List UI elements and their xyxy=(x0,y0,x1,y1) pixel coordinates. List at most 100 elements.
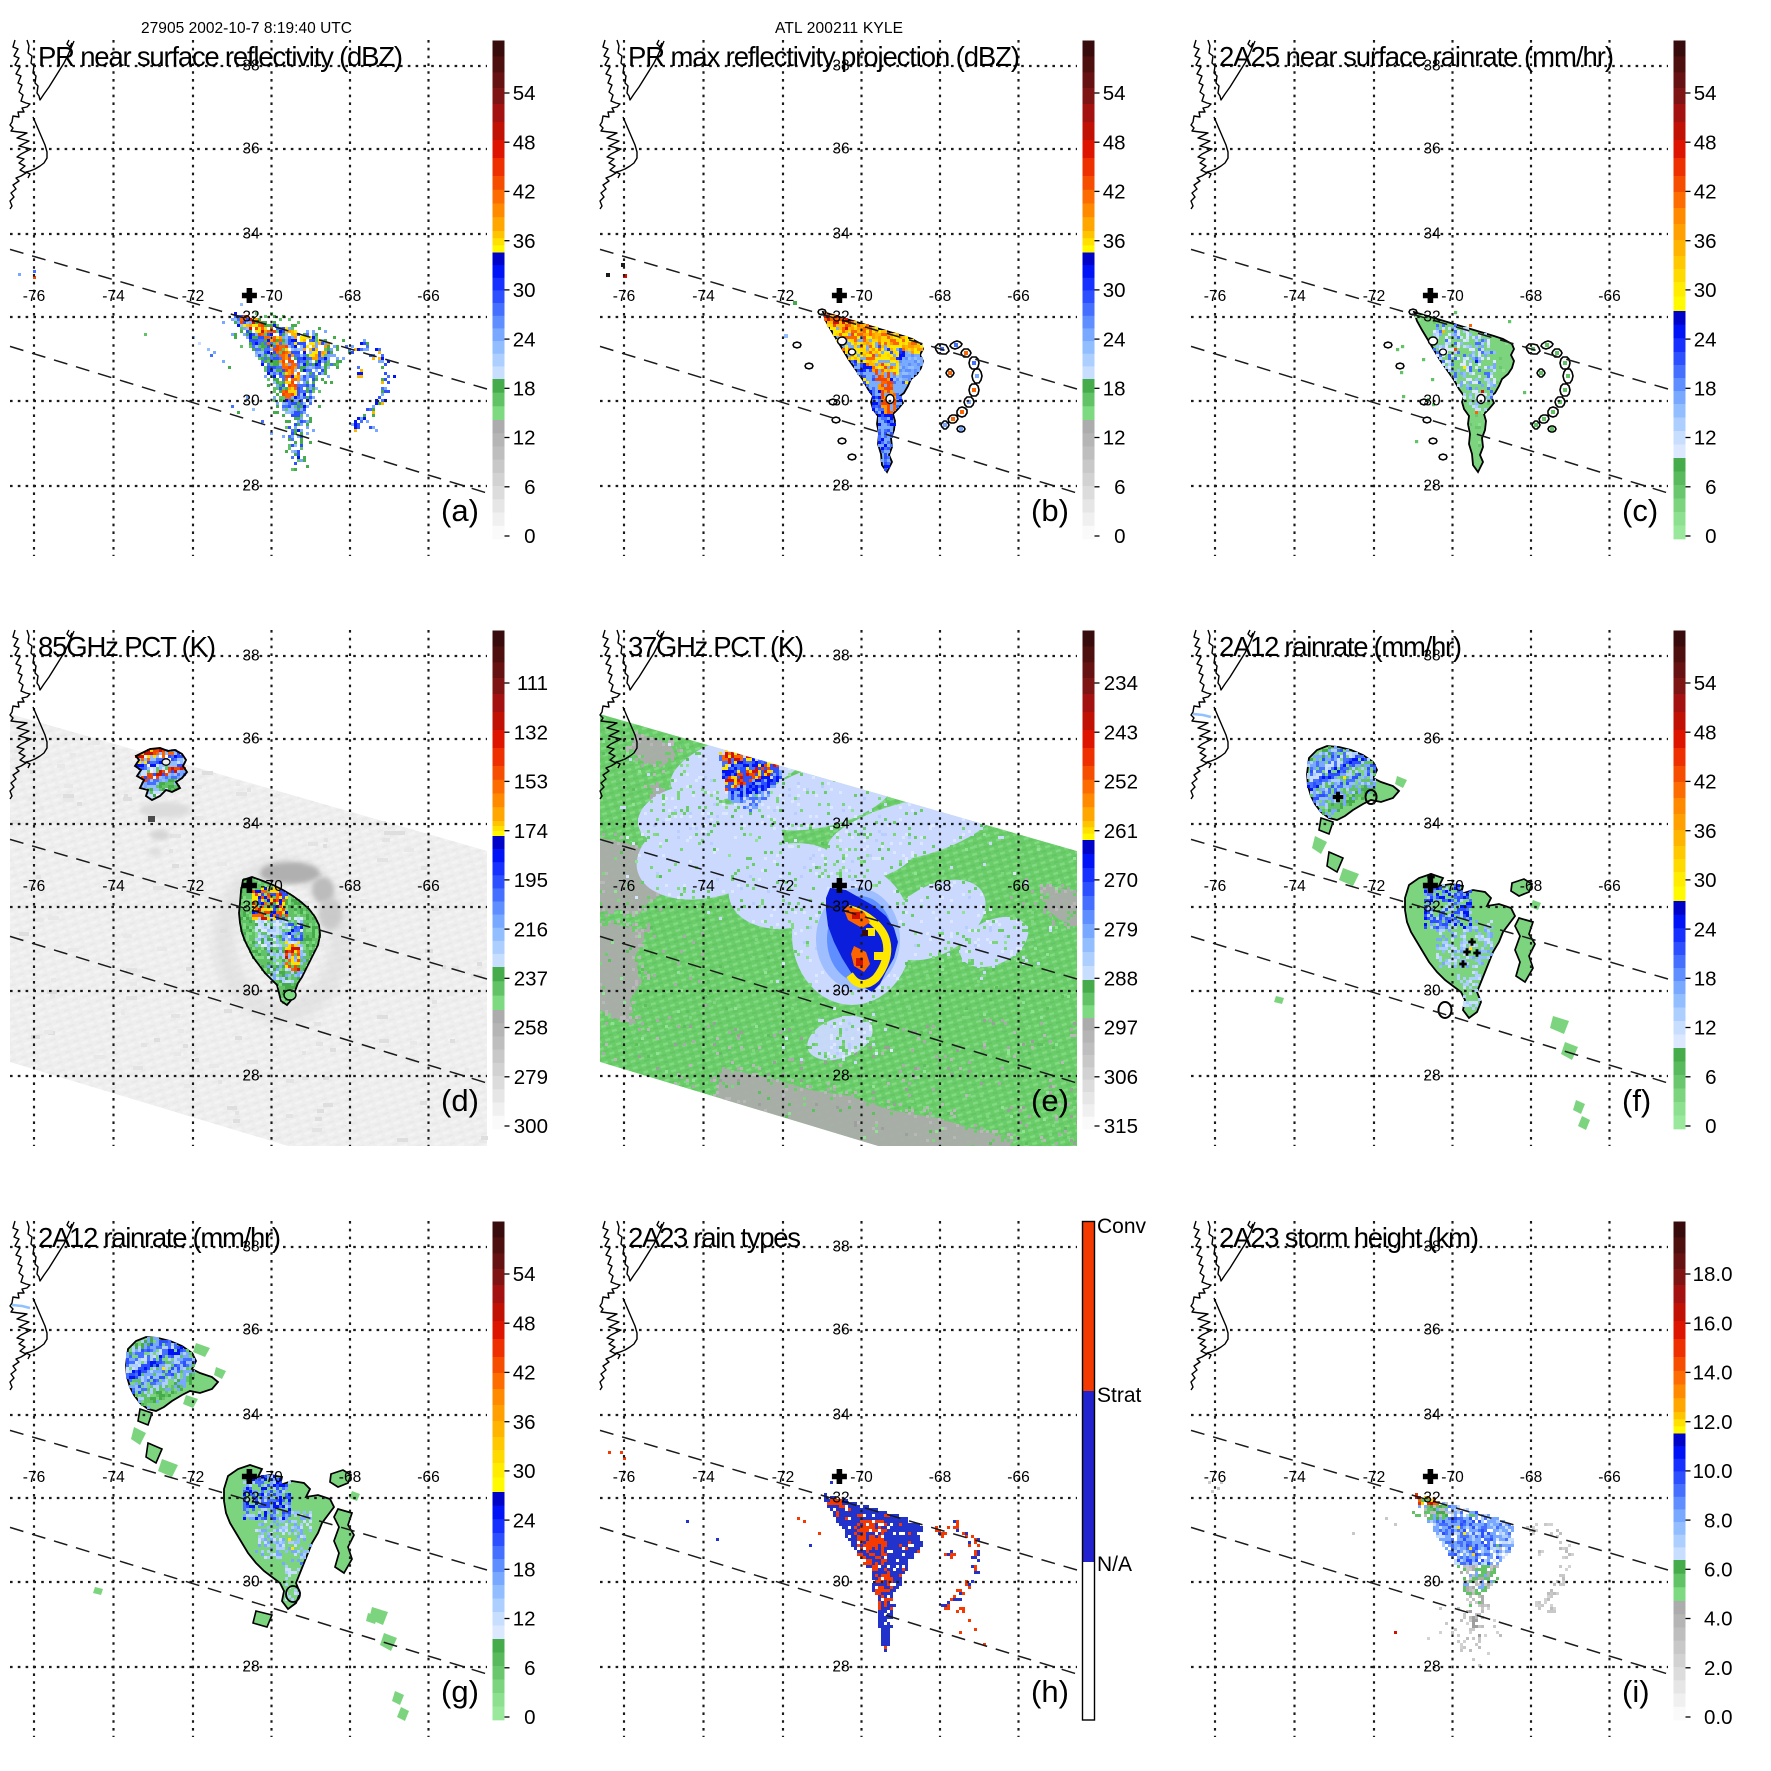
svg-text:306: 306 xyxy=(1104,1066,1138,1089)
svg-text:24: 24 xyxy=(1694,328,1717,351)
svg-text:42: 42 xyxy=(1694,771,1717,794)
svg-text:10.0: 10.0 xyxy=(1693,1460,1733,1483)
svg-text:54: 54 xyxy=(513,1263,536,1286)
svg-text:85GHz PCT (K): 85GHz PCT (K) xyxy=(38,631,216,662)
svg-text:18.0: 18.0 xyxy=(1693,1263,1733,1286)
svg-text:153: 153 xyxy=(514,771,548,794)
svg-text:0: 0 xyxy=(1705,525,1716,548)
svg-text:18: 18 xyxy=(513,1559,536,1582)
svg-text:24: 24 xyxy=(1103,328,1126,351)
svg-text:54: 54 xyxy=(1694,672,1717,695)
svg-text:48: 48 xyxy=(1694,131,1717,154)
svg-text:36: 36 xyxy=(513,1411,536,1434)
svg-text:48: 48 xyxy=(1694,721,1717,744)
svg-text:Conv: Conv xyxy=(1097,1215,1147,1238)
svg-text:6: 6 xyxy=(524,1657,535,1680)
svg-text:42: 42 xyxy=(1694,181,1717,204)
svg-text:36: 36 xyxy=(1694,820,1717,843)
svg-text:N/A: N/A xyxy=(1097,1553,1132,1576)
svg-text:12.0: 12.0 xyxy=(1693,1411,1733,1434)
svg-text:48: 48 xyxy=(513,1312,536,1335)
svg-text:(h): (h) xyxy=(1031,1674,1069,1709)
svg-text:(d): (d) xyxy=(441,1083,479,1118)
svg-text:195: 195 xyxy=(514,869,548,892)
svg-text:6: 6 xyxy=(524,476,535,499)
svg-text:234: 234 xyxy=(1104,672,1138,695)
svg-text:243: 243 xyxy=(1104,721,1138,744)
svg-text:54: 54 xyxy=(1103,82,1126,105)
svg-text:2.0: 2.0 xyxy=(1704,1657,1733,1680)
svg-text:(g): (g) xyxy=(441,1674,479,1709)
svg-text:18: 18 xyxy=(1103,378,1126,401)
svg-text:315: 315 xyxy=(1104,1115,1138,1138)
svg-text:237: 237 xyxy=(514,968,548,991)
svg-text:2A23 rain types: 2A23 rain types xyxy=(628,1222,801,1253)
svg-text:24: 24 xyxy=(513,1509,536,1532)
svg-text:30: 30 xyxy=(1694,869,1717,892)
svg-text:(i): (i) xyxy=(1622,1674,1650,1709)
svg-text:30: 30 xyxy=(1103,279,1126,302)
svg-text:6: 6 xyxy=(1114,476,1125,499)
svg-text:2A12 rainrate (mm/hr): 2A12 rainrate (mm/hr) xyxy=(1219,631,1462,662)
svg-text:16.0: 16.0 xyxy=(1693,1312,1733,1335)
svg-text:258: 258 xyxy=(514,1017,548,1040)
svg-text:(c): (c) xyxy=(1622,493,1658,528)
svg-text:8.0: 8.0 xyxy=(1704,1509,1733,1532)
svg-text:288: 288 xyxy=(1104,968,1138,991)
svg-text:54: 54 xyxy=(513,82,536,105)
svg-text:0: 0 xyxy=(524,525,535,548)
svg-text:0: 0 xyxy=(1705,1115,1716,1138)
svg-text:297: 297 xyxy=(1104,1017,1138,1040)
svg-text:36: 36 xyxy=(513,230,536,253)
svg-text:261: 261 xyxy=(1104,820,1138,843)
svg-text:ATL 200211 KYLE: ATL 200211 KYLE xyxy=(775,20,903,37)
svg-text:42: 42 xyxy=(513,1362,536,1385)
svg-text:36: 36 xyxy=(1103,230,1126,253)
svg-text:2A23 storm height (km): 2A23 storm height (km) xyxy=(1219,1222,1479,1253)
svg-text:48: 48 xyxy=(513,131,536,154)
svg-text:48: 48 xyxy=(1103,131,1126,154)
svg-text:12: 12 xyxy=(513,427,536,450)
svg-text:(b): (b) xyxy=(1031,493,1069,528)
svg-text:27905 2002-10-7 8:19:40 UTC: 27905 2002-10-7 8:19:40 UTC xyxy=(141,20,352,37)
svg-text:PR near surface reflectivity (: PR near surface reflectivity (dBZ) xyxy=(38,41,403,72)
svg-text:30: 30 xyxy=(513,1460,536,1483)
svg-text:0.0: 0.0 xyxy=(1704,1706,1733,1729)
svg-text:30: 30 xyxy=(1694,279,1717,302)
svg-text:42: 42 xyxy=(1103,181,1126,204)
svg-text:12: 12 xyxy=(1103,427,1126,450)
svg-text:216: 216 xyxy=(514,918,548,941)
svg-text:18: 18 xyxy=(513,378,536,401)
svg-text:24: 24 xyxy=(1694,918,1717,941)
svg-text:36: 36 xyxy=(1694,230,1717,253)
svg-text:6: 6 xyxy=(1705,1066,1716,1089)
svg-text:(a): (a) xyxy=(441,493,479,528)
svg-text:6: 6 xyxy=(1705,476,1716,499)
svg-text:37GHz PCT (K): 37GHz PCT (K) xyxy=(628,631,804,662)
svg-text:(f): (f) xyxy=(1622,1083,1651,1118)
svg-text:PR max reflectivity projection: PR max reflectivity projection (dBZ) xyxy=(628,41,1020,72)
svg-text:54: 54 xyxy=(1694,82,1717,105)
svg-text:270: 270 xyxy=(1104,869,1138,892)
svg-text:24: 24 xyxy=(513,328,536,351)
svg-text:174: 174 xyxy=(514,820,548,843)
svg-text:132: 132 xyxy=(514,721,548,744)
svg-text:(e): (e) xyxy=(1031,1083,1069,1118)
svg-text:300: 300 xyxy=(514,1115,548,1138)
svg-text:279: 279 xyxy=(514,1066,548,1089)
svg-text:18: 18 xyxy=(1694,968,1717,991)
svg-text:18: 18 xyxy=(1694,378,1717,401)
svg-text:0: 0 xyxy=(524,1706,535,1729)
svg-text:42: 42 xyxy=(513,181,536,204)
svg-text:6.0: 6.0 xyxy=(1704,1559,1733,1582)
svg-text:0: 0 xyxy=(1114,525,1125,548)
svg-text:12: 12 xyxy=(513,1608,536,1631)
svg-text:279: 279 xyxy=(1104,918,1138,941)
svg-text:111: 111 xyxy=(517,672,548,695)
svg-text:4.0: 4.0 xyxy=(1704,1608,1733,1631)
svg-text:14.0: 14.0 xyxy=(1693,1362,1733,1385)
svg-text:Strat: Strat xyxy=(1097,1384,1142,1407)
svg-text:30: 30 xyxy=(513,279,536,302)
svg-text:12: 12 xyxy=(1694,427,1717,450)
svg-text:12: 12 xyxy=(1694,1017,1717,1040)
